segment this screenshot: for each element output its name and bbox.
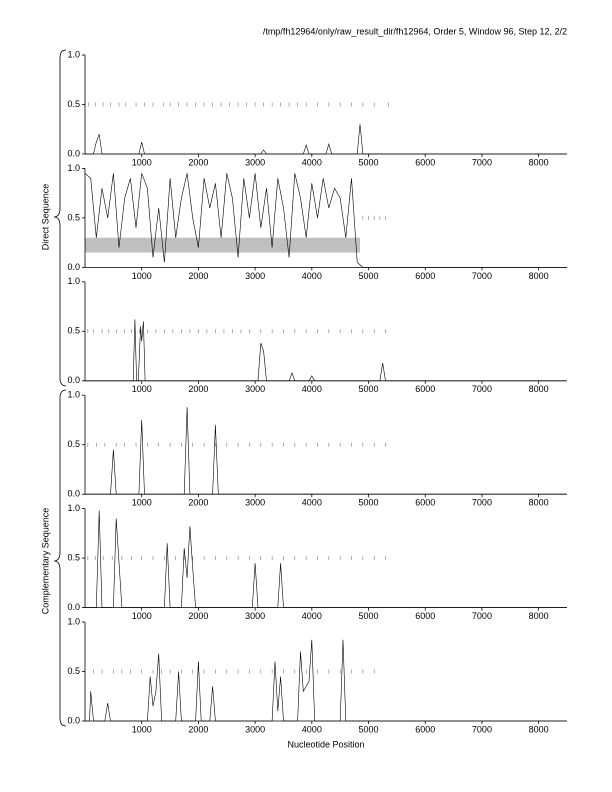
x-tick-label: 3000	[245, 724, 265, 734]
x-tick-label: 6000	[415, 498, 435, 508]
x-tick-label: 5000	[359, 271, 379, 281]
x-tick-label: 8000	[529, 157, 549, 167]
group-brace	[53, 49, 67, 387]
x-tick-label: 1000	[132, 271, 152, 281]
x-tick-label: 6000	[415, 157, 435, 167]
x-tick-label: 1000	[132, 384, 152, 394]
x-axis-label: Nucleotide Position	[287, 739, 364, 749]
data-line	[85, 319, 567, 382]
y-tick-label: 0.0	[67, 262, 80, 272]
highlight-band	[85, 237, 361, 253]
y-tick-label: 0.0	[67, 489, 80, 499]
x-tick-label: 7000	[472, 724, 492, 734]
x-tick-label: 3000	[245, 611, 265, 621]
y-tick-label: 0.0	[67, 715, 80, 725]
y-tick-label: 0.5	[67, 666, 80, 676]
data-line	[85, 639, 567, 722]
x-tick-label: 4000	[302, 611, 322, 621]
x-tick-label: 2000	[188, 724, 208, 734]
y-tick-label: 1.0	[67, 390, 80, 400]
x-tick-label: 4000	[302, 157, 322, 167]
x-tick-label: 1000	[132, 724, 152, 734]
y-tick-label: 0.5	[67, 326, 80, 336]
x-tick-label: 3000	[245, 498, 265, 508]
x-tick-label: 7000	[472, 384, 492, 394]
y-tick-label: 1.0	[67, 163, 80, 173]
x-tick-label: 8000	[529, 611, 549, 621]
x-tick-label: 4000	[302, 271, 322, 281]
x-tick-label: 8000	[529, 271, 549, 281]
x-tick-label: 7000	[472, 271, 492, 281]
x-tick-label: 2000	[188, 384, 208, 394]
y-tick-label: 0.5	[67, 212, 80, 222]
x-tick-label: 8000	[529, 384, 549, 394]
x-tick-label: 2000	[188, 271, 208, 281]
x-tick-label: 5000	[359, 384, 379, 394]
x-tick-label: 6000	[415, 611, 435, 621]
y-tick-label: 1.0	[67, 49, 80, 59]
x-tick-label: 1000	[132, 498, 152, 508]
x-tick-label: 2000	[188, 157, 208, 167]
x-tick-label: 7000	[472, 498, 492, 508]
group-label: Complementary Sequence	[40, 508, 50, 615]
x-tick-label: 4000	[302, 384, 322, 394]
x-tick-label: 5000	[359, 611, 379, 621]
x-tick-label: 3000	[245, 157, 265, 167]
x-tick-label: 5000	[359, 498, 379, 508]
y-tick-label: 0.0	[67, 148, 80, 158]
x-tick-label: 3000	[245, 384, 265, 394]
y-tick-label: 0.5	[67, 99, 80, 109]
y-tick-label: 0.0	[67, 375, 80, 385]
x-tick-label: 1000	[132, 157, 152, 167]
data-line	[84, 173, 567, 268]
x-tick-label: 6000	[415, 384, 435, 394]
y-tick-label: 0.5	[67, 439, 80, 449]
y-tick-label: 0.5	[67, 552, 80, 562]
x-tick-label: 6000	[415, 724, 435, 734]
x-tick-label: 8000	[529, 498, 549, 508]
x-tick-label: 5000	[359, 724, 379, 734]
x-tick-label: 1000	[132, 611, 152, 621]
group-brace	[53, 389, 67, 727]
y-tick-label: 1.0	[67, 616, 80, 626]
group-label: Direct Sequence	[40, 184, 50, 251]
y-tick-label: 1.0	[67, 503, 80, 513]
x-tick-label: 4000	[302, 498, 322, 508]
x-tick-label: 7000	[472, 157, 492, 167]
x-tick-label: 4000	[302, 724, 322, 734]
x-tick-label: 2000	[188, 611, 208, 621]
data-line	[85, 124, 567, 155]
y-tick-label: 1.0	[67, 276, 80, 286]
x-tick-label: 5000	[359, 157, 379, 167]
x-tick-label: 2000	[188, 498, 208, 508]
x-tick-label: 3000	[245, 271, 265, 281]
chart-title: /tmp/fh12964/only/raw_result_dir/fh12964…	[263, 26, 567, 36]
x-tick-label: 7000	[472, 611, 492, 621]
y-tick-label: 0.0	[67, 602, 80, 612]
data-line	[85, 407, 567, 495]
x-tick-label: 6000	[415, 271, 435, 281]
x-tick-label: 8000	[529, 724, 549, 734]
data-line	[85, 510, 567, 608]
